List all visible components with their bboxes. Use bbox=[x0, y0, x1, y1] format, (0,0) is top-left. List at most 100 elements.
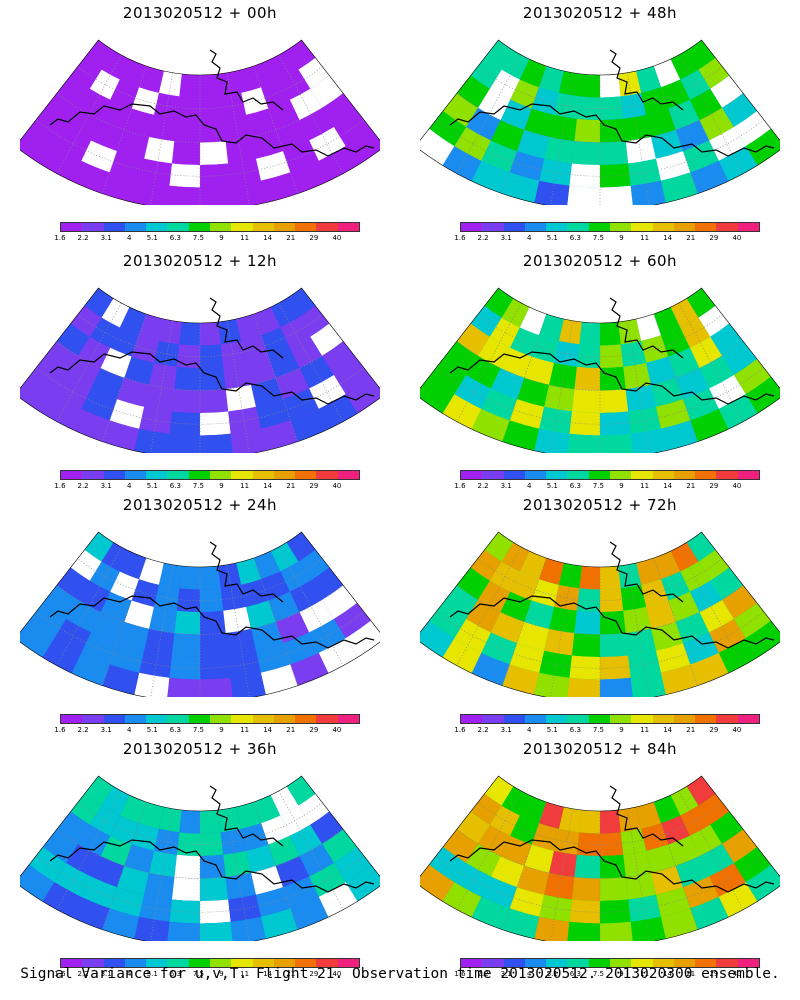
map-cell bbox=[102, 420, 140, 451]
graticule-line bbox=[435, 119, 765, 177]
colorbar-swatch bbox=[124, 715, 147, 723]
map-cell bbox=[620, 584, 647, 611]
map-cell bbox=[309, 863, 346, 897]
map-cell bbox=[179, 565, 200, 590]
colorbar-tick-label: 1.6 bbox=[454, 726, 466, 734]
map-cell bbox=[253, 551, 281, 580]
map-cell bbox=[653, 307, 681, 336]
map-cell bbox=[686, 776, 716, 806]
map-cell bbox=[109, 887, 145, 917]
map-cell bbox=[223, 114, 251, 142]
colorbar-swatch bbox=[737, 959, 759, 967]
map-cell bbox=[625, 628, 656, 656]
map-cell bbox=[600, 655, 631, 680]
map-cell bbox=[84, 776, 114, 806]
colorbar-tick-label: 40 bbox=[732, 970, 742, 978]
map-cell bbox=[733, 602, 771, 639]
map-cell bbox=[558, 562, 582, 589]
colorbar-ticks: 1.6 2.2 3.1 4 5.1 6.3 7.5 9 11 14 21 29 40 bbox=[54, 970, 360, 980]
map-cell bbox=[176, 96, 200, 120]
colorbar-tick-label: 14 bbox=[263, 234, 273, 242]
colorbar-tick-label: 3.1 bbox=[100, 234, 112, 242]
map-cell bbox=[138, 314, 164, 341]
colorbar-swatch bbox=[273, 959, 296, 967]
colorbar-tick-label: 11 bbox=[240, 234, 250, 242]
map-cell bbox=[579, 73, 600, 98]
colorbar-swatch bbox=[524, 959, 547, 967]
colorbar-swatch bbox=[695, 715, 717, 723]
map-cell bbox=[538, 802, 564, 829]
colorbar-swatch bbox=[252, 715, 274, 723]
map-cell bbox=[600, 185, 633, 205]
map-cell bbox=[220, 584, 247, 611]
map-cell bbox=[571, 633, 600, 657]
map-cell bbox=[309, 127, 346, 161]
map-cell bbox=[675, 120, 710, 152]
map-cell bbox=[310, 811, 344, 844]
map-cell bbox=[171, 141, 200, 165]
map-cell bbox=[502, 908, 540, 939]
map-cell bbox=[456, 811, 490, 844]
map-cell bbox=[689, 824, 723, 857]
colorbar-swatch bbox=[295, 223, 317, 231]
map-cell bbox=[509, 643, 545, 673]
colorbar-swatch bbox=[61, 715, 83, 723]
map-cell bbox=[683, 388, 719, 421]
map-cell bbox=[322, 93, 357, 128]
map-cell bbox=[171, 877, 200, 901]
map-cell bbox=[686, 288, 716, 318]
map-panel-3: 2013020512 + 60h 1.6 2.2 3.1 4 5.1 6.3 7.5 9 11 14… bbox=[400, 248, 800, 493]
map-cell bbox=[502, 420, 540, 451]
map-cell bbox=[109, 151, 145, 181]
map-cell bbox=[484, 288, 514, 318]
map-cell bbox=[223, 362, 251, 390]
colorbar-swatch bbox=[546, 959, 568, 967]
map-cell bbox=[322, 341, 357, 376]
map-cell bbox=[275, 368, 310, 400]
colorbar-tick-label: 2.2 bbox=[477, 726, 489, 734]
colorbar-tick-label: 21 bbox=[286, 482, 296, 490]
colorbar-swatch bbox=[295, 471, 317, 479]
map-cell bbox=[709, 619, 746, 653]
map-cell bbox=[620, 92, 647, 119]
map-cell bbox=[322, 585, 357, 620]
map-cell bbox=[218, 562, 242, 589]
map-cell bbox=[539, 406, 572, 434]
map-cell bbox=[510, 815, 539, 845]
graticule-line bbox=[477, 314, 723, 358]
map-cell bbox=[174, 118, 200, 143]
colorbar-swatch bbox=[103, 959, 125, 967]
colorbar-tick-label: 40 bbox=[732, 482, 742, 490]
map-cell bbox=[600, 921, 633, 941]
map-cell bbox=[29, 110, 67, 147]
map-cell bbox=[56, 811, 90, 844]
map-cell bbox=[246, 600, 276, 629]
colorbar-swatch bbox=[273, 471, 296, 479]
map-cell bbox=[110, 571, 139, 601]
colorbar-swatch bbox=[61, 471, 83, 479]
colorbar-tick-label: 21 bbox=[686, 970, 696, 978]
map-cell bbox=[200, 321, 221, 346]
colorbar-tick-label: 7.5 bbox=[592, 970, 605, 978]
colorbar-tick-label: 7.5 bbox=[192, 726, 205, 734]
map-cell bbox=[200, 677, 233, 697]
map-cell bbox=[429, 358, 467, 395]
map-cell bbox=[670, 298, 699, 328]
colorbar-swatch bbox=[503, 959, 525, 967]
colorbar-tick-label: 9 bbox=[219, 482, 224, 490]
map-cell bbox=[668, 99, 700, 130]
map-cell bbox=[174, 610, 200, 635]
map-cell bbox=[200, 389, 229, 413]
map-cell bbox=[641, 87, 669, 115]
colorbar bbox=[460, 470, 760, 480]
map-outline bbox=[420, 39, 780, 205]
map-cell bbox=[509, 151, 545, 181]
colorbar-tick-label: 3.1 bbox=[500, 234, 512, 242]
map-cell bbox=[298, 305, 330, 337]
map-cell bbox=[110, 815, 139, 845]
colorbar-swatch bbox=[673, 223, 696, 231]
colorbar-swatch bbox=[209, 471, 232, 479]
map-cell bbox=[200, 185, 233, 205]
colorbar-tick-label: 7.5 bbox=[192, 234, 205, 242]
colorbar-tick-label: 1.6 bbox=[54, 726, 66, 734]
